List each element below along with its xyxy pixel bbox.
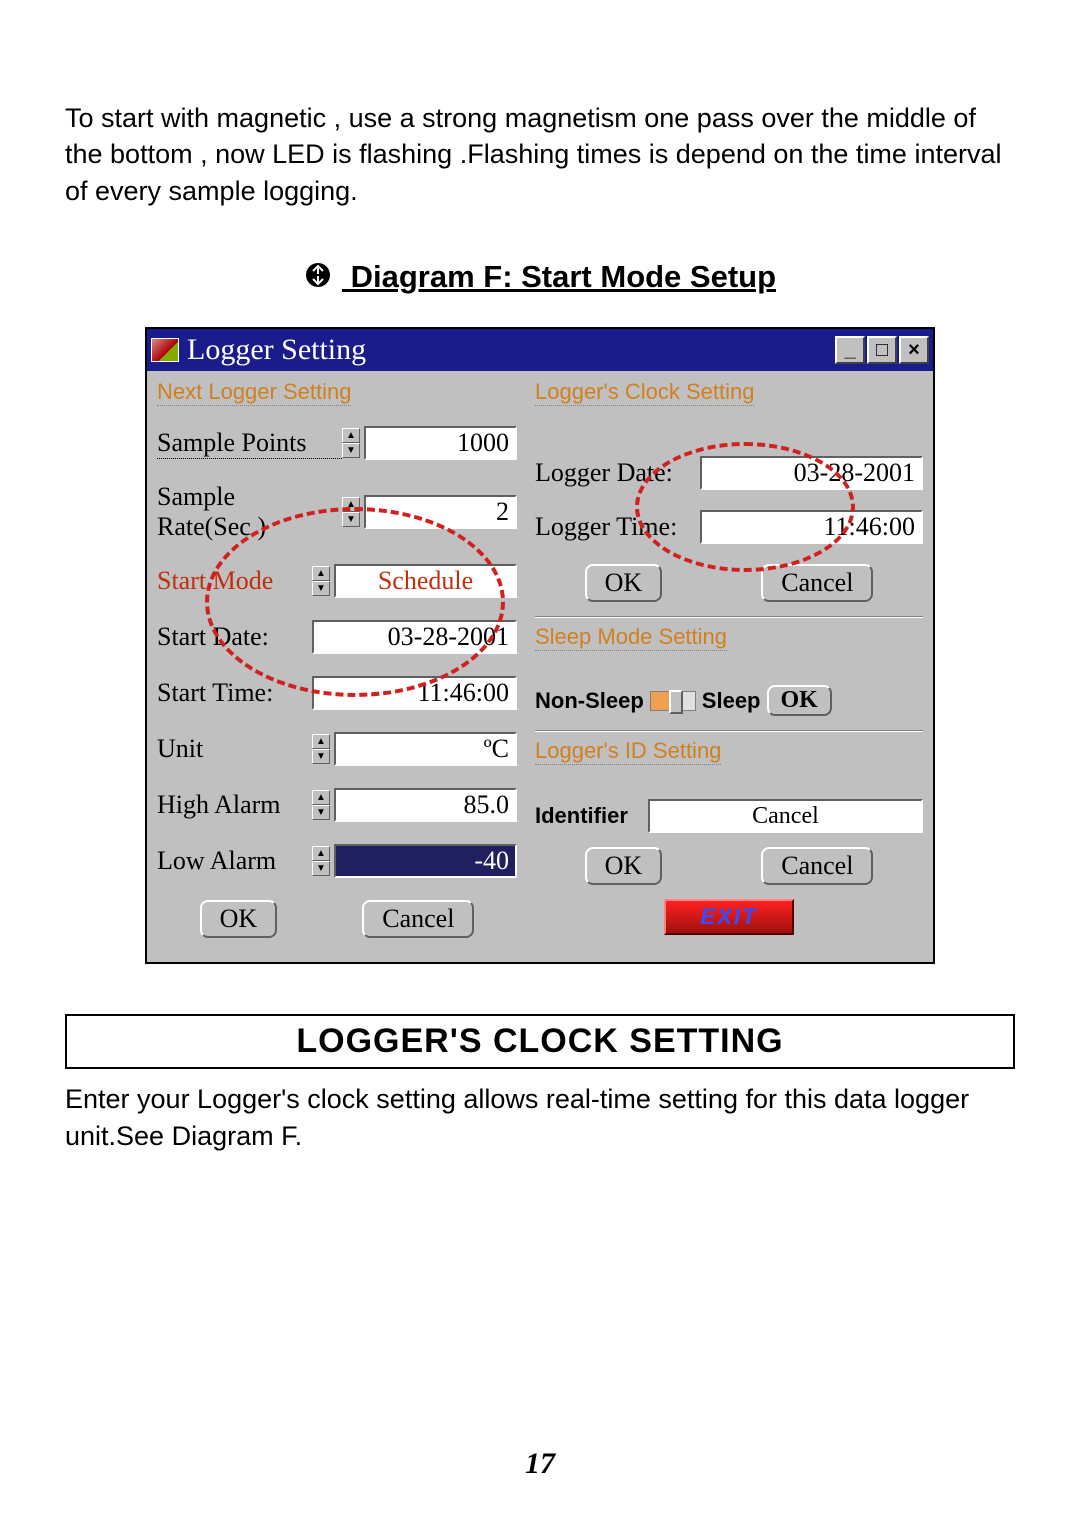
sample-points-spinner[interactable]: ▲▼: [342, 428, 360, 458]
next-logger-setting-label: Next Logger Setting: [157, 379, 351, 406]
minimize-button[interactable]: _: [835, 336, 865, 364]
low-alarm-input[interactable]: -40: [334, 844, 517, 878]
next-logger-setting-panel: Next Logger Setting Sample Points ▲▼ 100…: [157, 379, 527, 952]
clock-ok-button[interactable]: OK: [585, 564, 663, 602]
sample-rate-spinner[interactable]: ▲▼: [342, 497, 360, 527]
start-mode-label: Start Mode: [157, 566, 312, 596]
high-alarm-label: High Alarm: [157, 790, 312, 820]
clock-cancel-button[interactable]: Cancel: [761, 564, 873, 602]
id-cancel-button[interactable]: Cancel: [761, 847, 873, 885]
page-number: 17: [0, 1447, 1080, 1481]
left-cancel-button[interactable]: Cancel: [362, 900, 474, 938]
unit-label: Unit: [157, 734, 312, 764]
high-alarm-spinner[interactable]: ▲▼: [312, 790, 330, 820]
start-mode-spinner[interactable]: ▲▼: [312, 566, 330, 596]
sleep-mode-slider[interactable]: [650, 691, 696, 711]
diagram-title: Diagram F: Start Mode Setup: [65, 259, 1015, 297]
logger-date-input[interactable]: 03-28-2001: [700, 456, 923, 490]
sleep-ok-button[interactable]: OK: [767, 685, 832, 716]
sample-rate-label: Sample Rate(Sec.): [157, 482, 342, 542]
dialog-titlebar: Logger Setting _ □ ×: [147, 329, 933, 371]
logger-time-input[interactable]: 11:46:00: [700, 510, 923, 544]
start-date-label: Start Date:: [157, 622, 312, 652]
logger-date-label: Logger Date:: [535, 458, 700, 488]
start-date-input[interactable]: 03-28-2001: [312, 620, 517, 654]
sample-rate-input[interactable]: 2: [364, 495, 517, 529]
diagram-title-text: Diagram F: Start Mode Setup: [351, 259, 776, 294]
id-setting-label: Logger's ID Setting: [535, 738, 721, 765]
start-time-label: Start Time:: [157, 678, 312, 708]
high-alarm-input[interactable]: 85.0: [334, 788, 517, 822]
low-alarm-label: Low Alarm: [157, 846, 312, 876]
start-mode-input[interactable]: Schedule: [334, 564, 517, 598]
identifier-label: Identifier: [535, 803, 628, 829]
id-ok-button[interactable]: OK: [585, 847, 663, 885]
dialog-title: Logger Setting: [187, 333, 833, 367]
sample-points-label: Sample Points: [157, 428, 342, 459]
diagram-icon: [304, 261, 332, 297]
section-heading: LOGGER'S CLOCK SETTING: [65, 1014, 1015, 1069]
low-alarm-spinner[interactable]: ▲▼: [312, 846, 330, 876]
non-sleep-label: Non-Sleep: [535, 688, 644, 714]
sleep-mode-label: Sleep Mode Setting: [535, 624, 727, 651]
identifier-input[interactable]: Cancel: [648, 799, 923, 833]
left-ok-button[interactable]: OK: [200, 900, 278, 938]
logger-setting-dialog: Logger Setting _ □ × Next Logger Setting…: [145, 327, 935, 964]
right-panel: Logger's Clock Setting Logger Date: 03-2…: [527, 379, 923, 952]
intro-paragraph: To start with magnetic , use a strong ma…: [65, 100, 1015, 209]
close-button[interactable]: ×: [899, 336, 929, 364]
exit-button[interactable]: EXIT: [664, 899, 794, 935]
sample-points-input[interactable]: 1000: [364, 426, 517, 460]
sleep-label: Sleep: [702, 688, 761, 714]
unit-spinner[interactable]: ▲▼: [312, 734, 330, 764]
maximize-button[interactable]: □: [867, 336, 897, 364]
app-icon: [151, 338, 179, 362]
closing-paragraph: Enter your Logger's clock setting allows…: [65, 1081, 1015, 1154]
clock-setting-label: Logger's Clock Setting: [535, 379, 754, 406]
start-time-input[interactable]: 11:46:00: [312, 676, 517, 710]
logger-time-label: Logger Time:: [535, 512, 700, 542]
unit-input[interactable]: ºC: [334, 732, 517, 766]
